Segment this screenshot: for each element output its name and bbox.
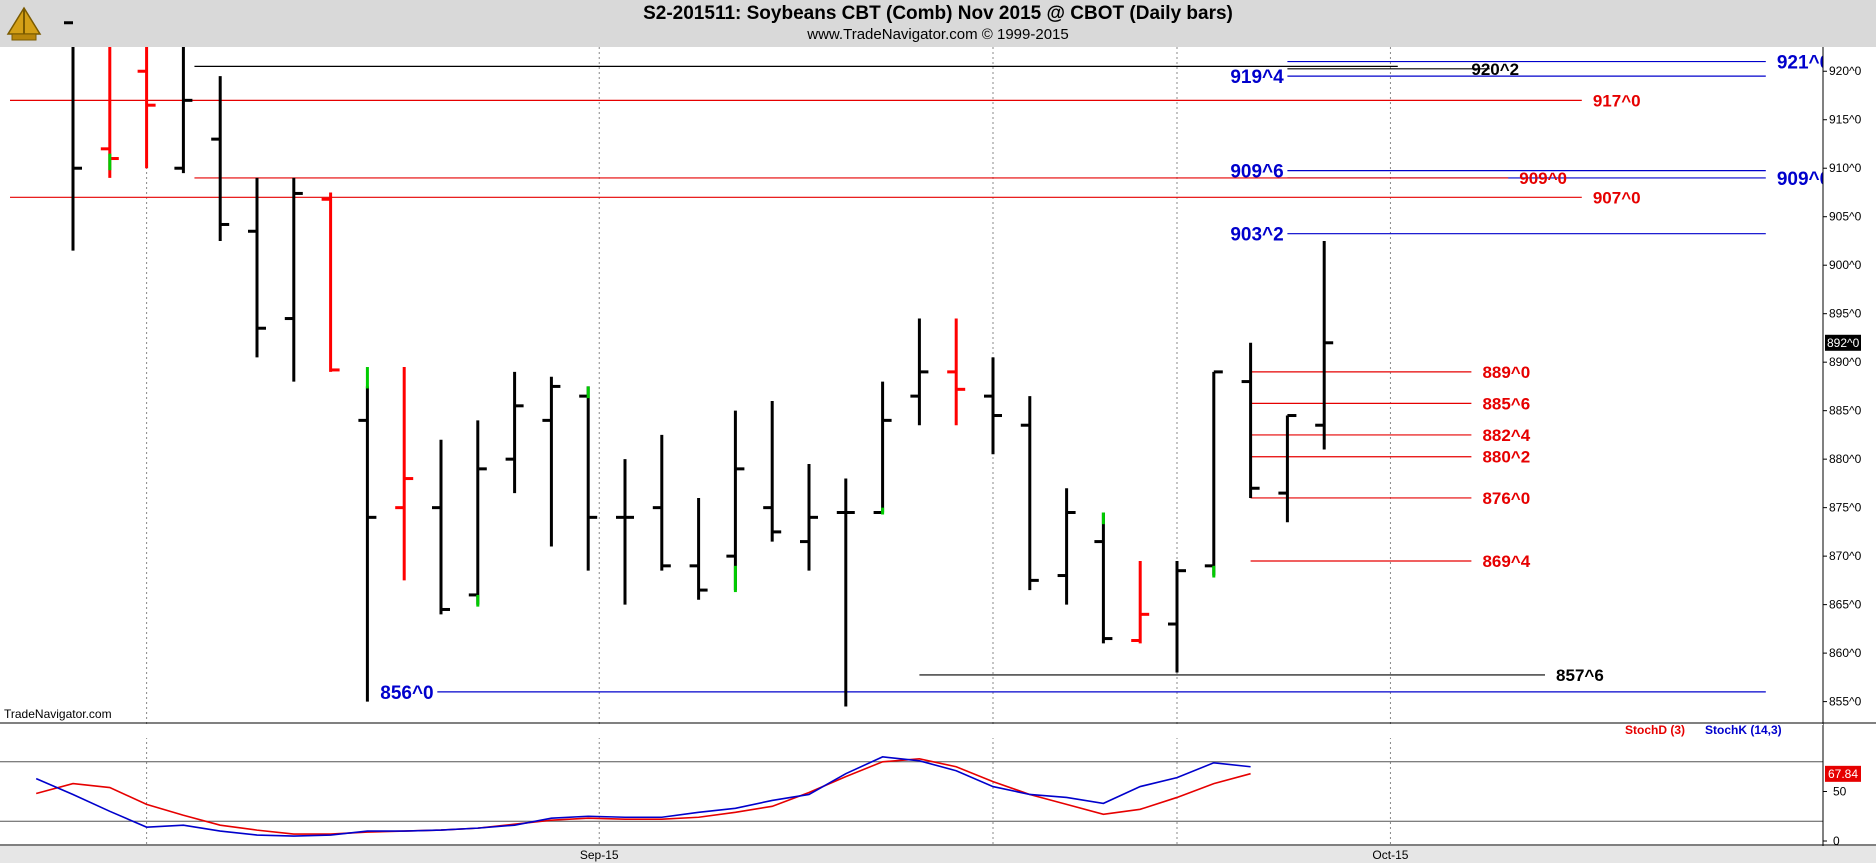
x-tick-label: Sep-15 [580, 848, 619, 862]
ohlc-bar [284, 177, 303, 382]
ohlc-bar [1094, 512, 1113, 644]
stoch-tick-label: 50 [1833, 785, 1847, 799]
ohlc-bar [1168, 560, 1186, 673]
ohlc-bar [689, 497, 708, 600]
ohlc-bar [873, 381, 892, 515]
ohlc-bar [947, 318, 966, 426]
price-axis: 920^0 915^0 910^0 905^0 900^0 895^0 890^0 885^0… [0, 47, 1876, 863]
level-label: 921^0 [1777, 53, 1830, 74]
ohlc-bar [321, 192, 340, 372]
y-tick-label: 885^0 [1829, 404, 1862, 418]
level-label: 889^0 [1482, 363, 1530, 382]
level-label: 857^6 [1556, 666, 1604, 685]
y-tick-label: 875^0 [1829, 501, 1862, 515]
last-price-label: 892^0 [1827, 336, 1860, 350]
level-label: 909^6 [1230, 162, 1283, 183]
ohlc-bar [652, 434, 671, 571]
level-label: 920^2 [1471, 60, 1519, 79]
ohlc-bar [1315, 240, 1334, 450]
ohlc-bar [174, 47, 193, 174]
ohlc-bar [1278, 414, 1297, 523]
ohlc-bar [616, 459, 634, 605]
level-label: 880^2 [1482, 448, 1530, 467]
stoch-value-box [1825, 765, 1861, 782]
level-label: 909^0 [1777, 169, 1830, 190]
level-label: 919^4 [1230, 67, 1284, 88]
ohlc-bar [726, 410, 745, 593]
y-tick-label: 915^0 [1829, 113, 1862, 127]
ohlc-bar [432, 439, 450, 615]
ohlc-bar [395, 367, 414, 581]
stoch-legend-label: StochK (14,3) [1705, 723, 1782, 737]
y-tick-label: 855^0 [1829, 695, 1862, 709]
price-gridlines [146, 47, 1391, 862]
y-tick-label: 870^0 [1829, 549, 1862, 563]
ohlc-bar [1057, 488, 1076, 605]
level-label: 856^0 [380, 683, 433, 704]
y-tick-label: 880^0 [1829, 452, 1862, 466]
trade-navigator-logo [4, 4, 44, 44]
ohlc-bar [800, 464, 818, 571]
chart-header: S2-201511: Soybeans CBT (Comb) Nov 2015 … [0, 0, 1876, 47]
y-tick-label: 890^0 [1829, 355, 1862, 369]
ohlc-bar [542, 376, 561, 547]
chart-subtitle: www.TradeNavigator.com © 1999-2015 [807, 26, 1069, 43]
ohlc-bar [468, 420, 487, 607]
stoch-value-label: 67.84 [1828, 767, 1858, 781]
stoch-tick-label: 0 [1833, 834, 1840, 848]
x-tick-label: Oct-15 [1372, 848, 1408, 862]
ohlc-bar [1131, 560, 1150, 644]
ohlc-bar [1020, 396, 1039, 591]
stoch-series-line [35, 756, 1251, 837]
ohlc-bar [763, 400, 782, 542]
ohlc-bar [100, 47, 119, 178]
y-tick-label: 895^0 [1829, 307, 1862, 321]
axis-background [1823, 47, 1876, 863]
y-tick-label: 860^0 [1829, 646, 1862, 660]
date-axis: Sep-15 Oct-15 [0, 844, 1876, 863]
ohlc-bar [64, 21, 82, 251]
date-axis-band [0, 846, 1876, 863]
price-bars [64, 21, 1334, 707]
ohlc-bar [984, 357, 1002, 455]
level-label: 909^0 [1519, 169, 1567, 188]
level-label: 876^0 [1482, 489, 1530, 508]
y-tick-label: 900^0 [1829, 258, 1862, 272]
level-label: 907^0 [1593, 188, 1641, 207]
price-levels: 920^2 921^0 919^4 917^0 909^6 909^0 909^0 907^0… [10, 53, 1830, 704]
ohlc-bar [1204, 370, 1223, 578]
ohlc-bar [1241, 342, 1260, 498]
level-label: 869^4 [1482, 552, 1530, 571]
y-tick-label: 905^0 [1829, 210, 1862, 224]
y-tick-label: 910^0 [1829, 161, 1862, 175]
level-label: 903^2 [1230, 225, 1283, 246]
ohlc-bar [358, 367, 377, 702]
ohlc-bar [248, 177, 266, 358]
ohlc-bar [211, 76, 230, 241]
level-label: 882^4 [1482, 426, 1530, 445]
ohlc-bar [579, 386, 598, 571]
ohlc-bar [910, 318, 929, 426]
stochastic-panel: StochD (3) StochK (14,3) 50 0 67.84 [0, 723, 1861, 848]
stoch-series-line [35, 758, 1251, 835]
level-label: 885^6 [1482, 394, 1530, 413]
ohlc-bar [836, 478, 855, 707]
watermark: TradeNavigator.com [4, 707, 112, 721]
level-label: 917^0 [1593, 91, 1641, 110]
stoch-legend-label: StochD (3) [1625, 723, 1685, 737]
legend-strip [0, 724, 1823, 738]
y-tick-label: 920^0 [1829, 64, 1862, 78]
y-tick-label: 865^0 [1829, 598, 1862, 612]
last-price-box [1825, 334, 1861, 351]
ohlc-bar [137, 47, 156, 169]
ohlc-bar [505, 371, 524, 494]
chart-title: S2-201511: Soybeans CBT (Comb) Nov 2015 … [643, 3, 1233, 24]
